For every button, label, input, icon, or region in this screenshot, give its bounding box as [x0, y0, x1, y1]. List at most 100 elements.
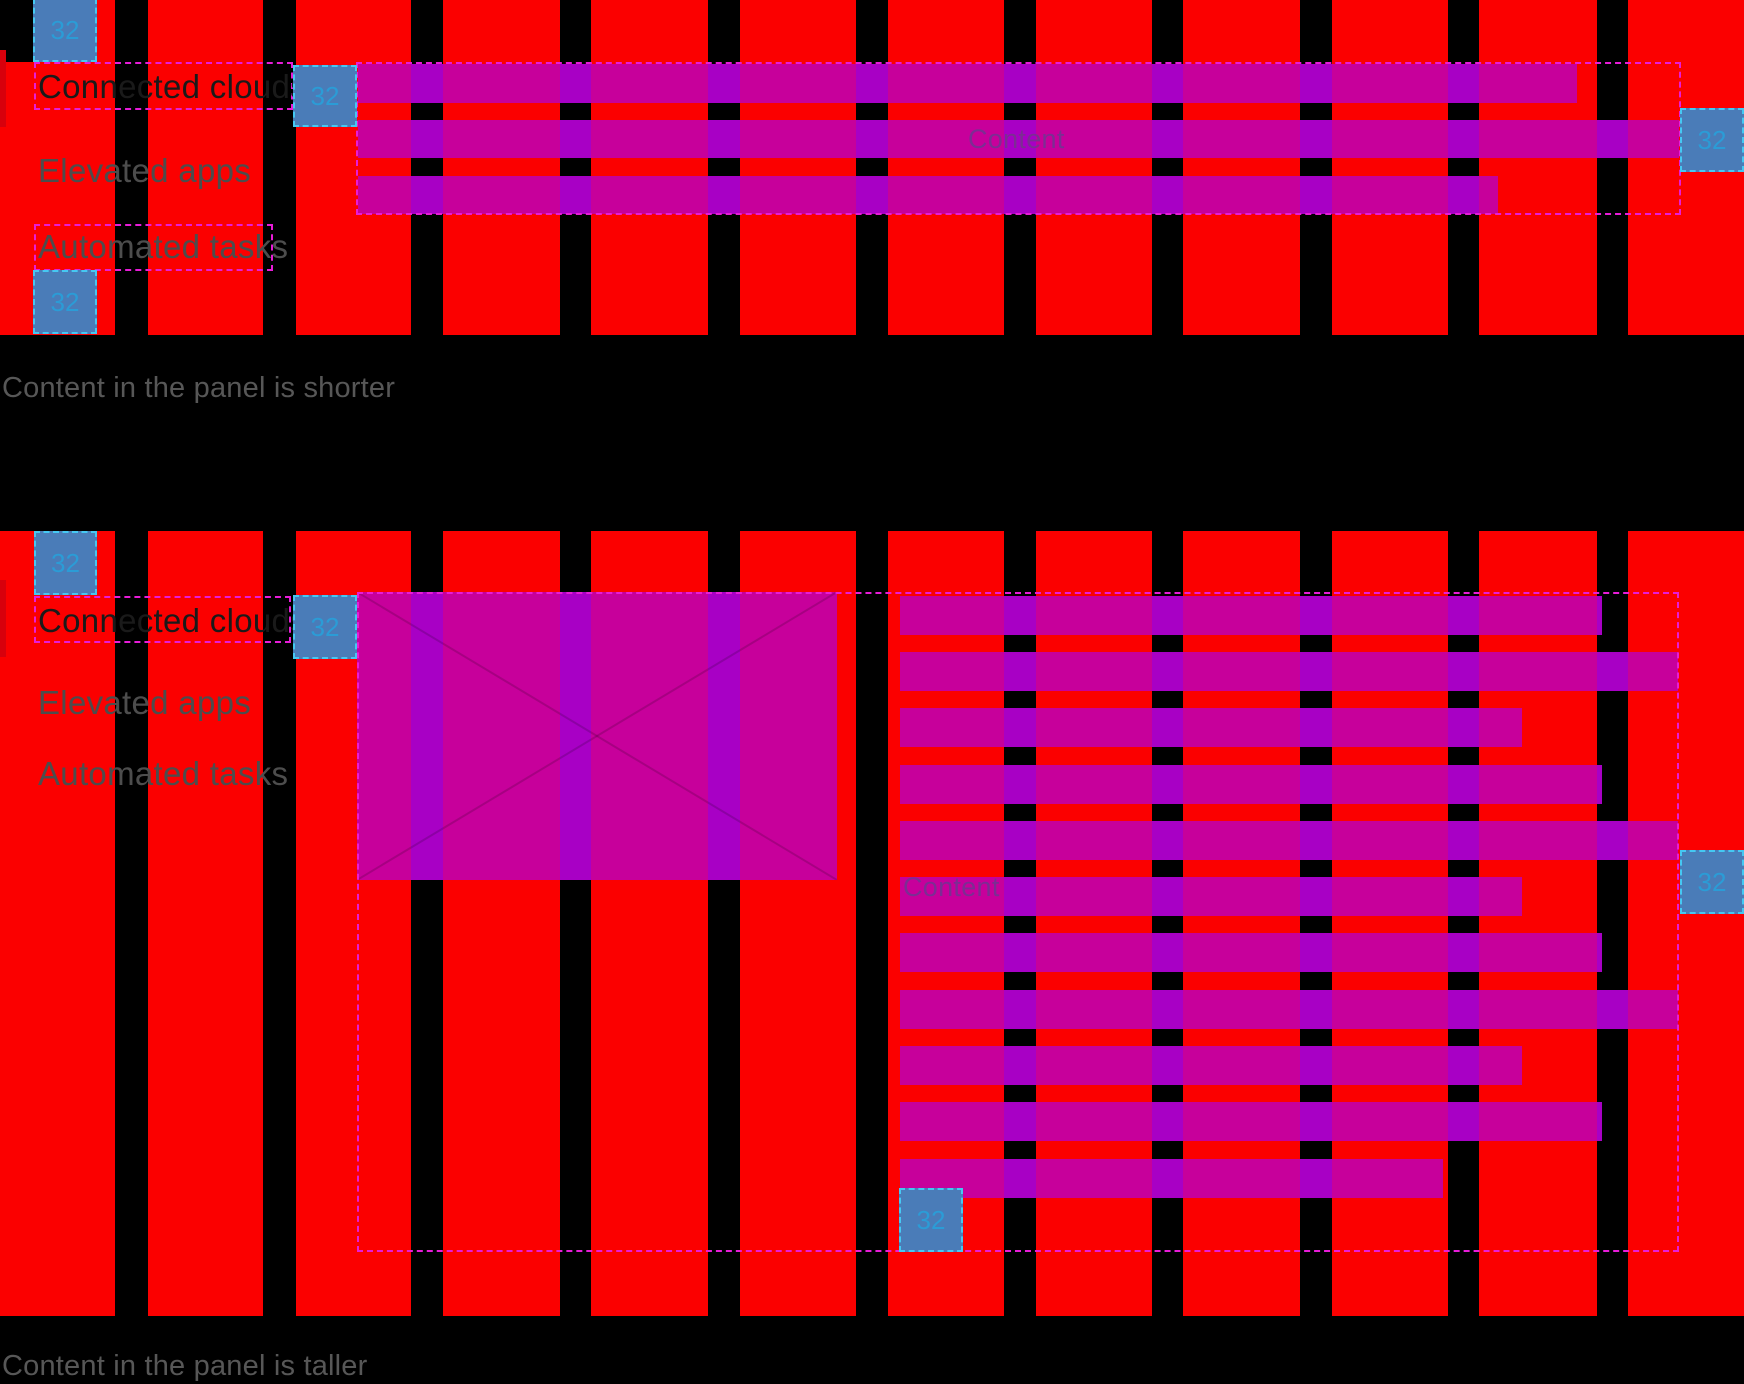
text-line-gutter-overlay [856, 120, 888, 158]
text-line-gutter-overlay [1152, 1159, 1183, 1198]
text-line-gutter-overlay [1152, 120, 1183, 158]
text-line-gutter-overlay [1152, 1046, 1183, 1085]
text-line-gutter-overlay [1597, 120, 1628, 158]
text-line-gutter-overlay [1152, 877, 1183, 916]
grid-gutter [411, 0, 443, 335]
band-caption-panel-shorter: Content in the panel is shorter [2, 372, 396, 404]
page-edge-sliver [0, 50, 6, 127]
text-line-gutter-overlay [1300, 596, 1332, 635]
text-line-gutter-overlay [1448, 1102, 1479, 1141]
text-line-gutter-overlay [1152, 821, 1183, 860]
text-line-placeholder [900, 877, 1522, 916]
grid-gutter [1004, 0, 1036, 335]
text-line-gutter-overlay [1004, 765, 1036, 804]
grid-gutter [115, 0, 148, 335]
spacing-marker-32: 32 [899, 1188, 963, 1252]
text-line-placeholder [900, 708, 1522, 747]
text-line-gutter-overlay [856, 176, 888, 214]
grid-gutter [856, 0, 888, 335]
text-line-gutter-overlay [1448, 120, 1479, 158]
spacing-marker-32: 32 [33, 0, 97, 62]
text-line-gutter-overlay [1152, 765, 1183, 804]
text-line-gutter-overlay [1152, 64, 1183, 103]
nav-item-automated-tasks: Automated tasks [38, 755, 289, 792]
spacing-marker-32: 32 [1680, 108, 1744, 172]
text-line-gutter-overlay [708, 120, 740, 158]
spacing-marker-32: 32 [34, 531, 97, 595]
grid-gutter [263, 0, 296, 335]
grid-gutter [263, 531, 296, 1316]
text-line-gutter-overlay [1152, 990, 1183, 1029]
text-line-gutter-overlay [1448, 821, 1479, 860]
text-line-gutter-overlay [1300, 765, 1332, 804]
band-caption-panel-taller: Content in the panel is taller [2, 1350, 368, 1382]
text-line-gutter-overlay [1300, 877, 1332, 916]
text-line-gutter-overlay [1448, 596, 1479, 635]
text-line-gutter-overlay [1448, 933, 1479, 972]
text-line-gutter-overlay [1004, 1046, 1036, 1085]
grid-gutter [1152, 0, 1183, 335]
text-line-gutter-overlay [1004, 933, 1036, 972]
content-label: Content [968, 124, 1065, 154]
text-line-gutter-overlay [1448, 176, 1479, 214]
grid-gutter [708, 0, 740, 335]
text-line-gutter-overlay [411, 64, 443, 103]
text-line-gutter-overlay [1004, 120, 1036, 158]
text-line-gutter-overlay [560, 64, 591, 103]
grid-gutter [856, 531, 888, 1316]
nav-item-connected-clouds: Connected clouds [38, 68, 307, 105]
text-line-gutter-overlay [560, 120, 591, 158]
text-line-gutter-overlay [1004, 176, 1036, 214]
text-line-gutter-overlay [560, 176, 591, 214]
text-line-gutter-overlay [708, 176, 740, 214]
text-line-gutter-overlay [1300, 708, 1332, 747]
text-line-gutter-overlay [1448, 64, 1479, 103]
text-line-gutter-overlay [1300, 652, 1332, 691]
text-line-gutter-overlay [1597, 596, 1602, 635]
text-line-gutter-overlay [1448, 652, 1479, 691]
text-line-gutter-overlay [1004, 64, 1036, 103]
text-line-gutter-overlay [1004, 1102, 1036, 1141]
text-line-gutter-overlay [1152, 176, 1183, 214]
text-line-gutter-overlay [1448, 765, 1479, 804]
text-line-gutter-overlay [1152, 596, 1183, 635]
text-line-gutter-overlay [1152, 933, 1183, 972]
text-line-gutter-overlay [1004, 596, 1036, 635]
text-line-gutter-overlay [1004, 821, 1036, 860]
nav-item-elevated-apps: Elevated apps [38, 684, 252, 721]
text-line-gutter-overlay [1448, 708, 1479, 747]
text-line-gutter-overlay [1597, 652, 1628, 691]
text-line-gutter-overlay [1300, 120, 1332, 158]
text-line-gutter-overlay [411, 176, 443, 214]
text-line-gutter-overlay [1597, 765, 1602, 804]
grid-gutter [1300, 0, 1332, 335]
text-line-gutter-overlay [1448, 990, 1479, 1029]
content-block-gutter-overlay [411, 592, 443, 880]
spacing-marker-32: 32 [33, 270, 97, 334]
text-line-gutter-overlay [1300, 821, 1332, 860]
text-line-placeholder [900, 1046, 1522, 1085]
text-line-gutter-overlay [1300, 176, 1332, 214]
text-line-gutter-overlay [1597, 933, 1602, 972]
text-line-gutter-overlay [1300, 933, 1332, 972]
text-line-gutter-overlay [1152, 652, 1183, 691]
text-line-gutter-overlay [1300, 990, 1332, 1029]
grid-gutter [560, 0, 591, 335]
text-line-gutter-overlay [1004, 990, 1036, 1029]
text-line-gutter-overlay [1004, 652, 1036, 691]
text-line-gutter-overlay [1597, 990, 1628, 1029]
text-line-gutter-overlay [411, 120, 443, 158]
grid-gutter [1597, 0, 1628, 335]
content-block-gutter-overlay [560, 592, 591, 880]
spacing-marker-32: 32 [293, 595, 357, 659]
text-line-gutter-overlay [1300, 1102, 1332, 1141]
nav-item-outline [34, 62, 293, 110]
content-area-outline [357, 592, 1679, 1252]
grid-gutter [115, 531, 148, 1316]
nav-item-outline [34, 224, 273, 271]
content-label: Content [903, 872, 1000, 902]
spacing-marker-32: 32 [293, 65, 357, 127]
text-line-gutter-overlay [1300, 1159, 1332, 1198]
text-line-gutter-overlay [1597, 821, 1628, 860]
